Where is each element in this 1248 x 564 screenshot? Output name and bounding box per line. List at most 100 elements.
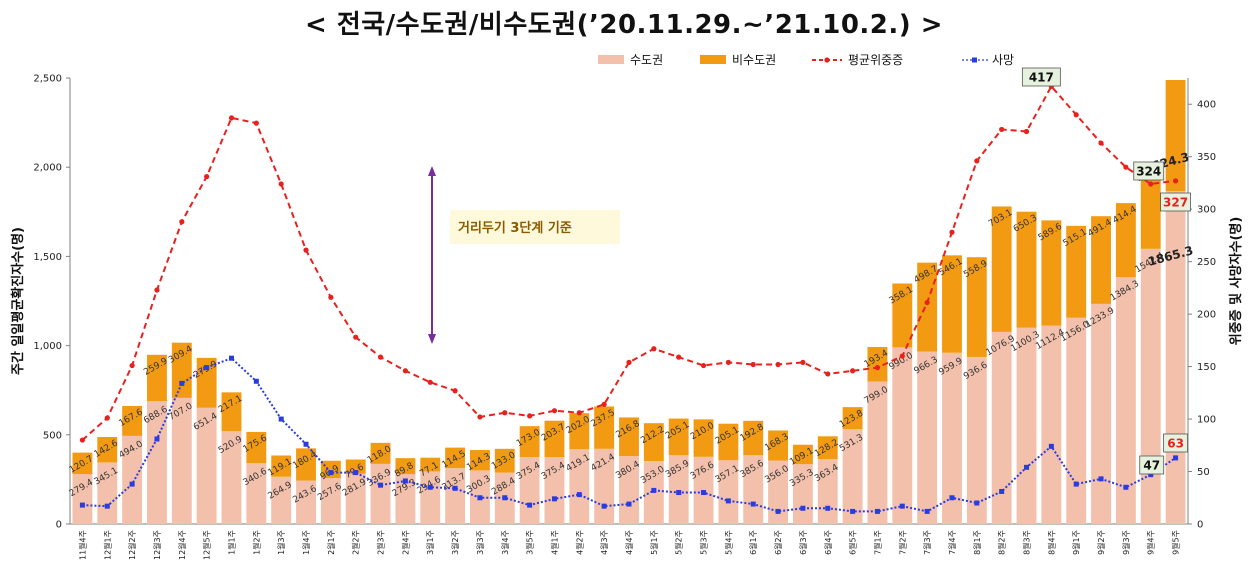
- x-tick-label: 5월3주: [699, 530, 709, 555]
- severe-point: [775, 361, 781, 368]
- bar-nonmetro: [693, 419, 714, 457]
- bar-nonmetro: [544, 420, 565, 458]
- severe-point: [551, 408, 558, 414]
- x-tick-label: 2월1주: [326, 530, 336, 555]
- bar-metro: [445, 468, 466, 524]
- x-tick-label: 9월1주: [1071, 530, 1081, 555]
- bar-metro: [320, 478, 341, 524]
- bar-nonmetro: [743, 420, 764, 456]
- deaths-point: [949, 495, 955, 501]
- bars-group: [72, 80, 1186, 525]
- severe-point: [377, 354, 384, 360]
- deaths-point: [551, 496, 557, 502]
- x-tick-label: 3월5주: [525, 530, 535, 555]
- deaths-point: [1073, 481, 1079, 487]
- deaths-point: [800, 505, 806, 511]
- callout-peak-severe-text: 417: [1029, 71, 1054, 85]
- severe-point: [154, 287, 160, 293]
- x-tick-label: 9월2주: [1096, 530, 1106, 555]
- bar-metro: [1016, 327, 1037, 524]
- bar-metro: [594, 448, 615, 524]
- bar-nonmetro: [1115, 203, 1136, 278]
- y-tick-label-right: 350: [1197, 152, 1216, 163]
- x-tick-label: 4월1주: [549, 530, 559, 555]
- severe-point: [402, 368, 408, 374]
- bar-nonmetro: [892, 283, 913, 348]
- y-tick-label-right: 300: [1197, 205, 1216, 216]
- bar-nonmetro: [1165, 80, 1186, 192]
- severe-point: [1098, 140, 1104, 146]
- severe-point: [328, 294, 334, 300]
- legend-swatch-metro: [598, 55, 624, 64]
- bar-metro: [917, 351, 938, 524]
- bar-nonmetro: [72, 452, 93, 475]
- callout-last-severe-text: 327: [1163, 196, 1188, 210]
- deaths-point: [278, 416, 284, 422]
- x-tick-label: 3월4주: [500, 530, 510, 555]
- deaths-point: [701, 490, 707, 496]
- severe-point: [601, 401, 607, 407]
- x-tick-label: 7월3주: [922, 530, 932, 555]
- x-tick-label: 4월4주: [624, 530, 634, 555]
- severe-point: [104, 415, 110, 421]
- deaths-point: [129, 481, 135, 487]
- severe-point: [651, 346, 657, 352]
- deaths-point: [402, 478, 408, 484]
- bar-nonmetro: [817, 436, 838, 460]
- bar-metro: [569, 449, 590, 524]
- bar-nonmetro: [370, 442, 391, 464]
- bar-metro: [345, 473, 366, 524]
- y-tick-label-right: 50: [1197, 467, 1210, 478]
- x-tick-label: 12월5주: [202, 530, 212, 560]
- bar-nonmetro: [942, 255, 962, 353]
- y-tick-label-left: 0: [56, 520, 62, 531]
- bar-metro: [519, 457, 540, 524]
- bar-metro: [171, 397, 192, 524]
- bar-nonmetro: [420, 457, 441, 472]
- x-tick-label: 3월2주: [450, 530, 460, 555]
- deaths-point: [303, 441, 309, 447]
- severe-point: [999, 126, 1005, 133]
- severe-point: [949, 229, 955, 235]
- severe-point: [1172, 178, 1179, 184]
- deaths-point: [576, 492, 582, 498]
- bar-nonmetro: [519, 426, 540, 458]
- deaths-point: [179, 380, 185, 386]
- deaths-point: [1048, 443, 1054, 449]
- bar-metro: [221, 431, 242, 524]
- bar-nonmetro: [792, 444, 813, 465]
- y-tick-label-left: 2,500: [33, 74, 62, 85]
- bar-nonmetro: [594, 406, 615, 449]
- deaths-point: [601, 503, 607, 509]
- deaths-point: [974, 500, 980, 506]
- policy-text-box: [450, 210, 620, 244]
- deaths-point: [651, 487, 657, 493]
- legend-marker-severe: [824, 57, 830, 63]
- x-tick-label: 6월4주: [823, 530, 833, 555]
- severe-point: [79, 437, 86, 443]
- deaths-point: [1148, 472, 1154, 478]
- bar-metro: [147, 401, 167, 524]
- deaths-point: [1123, 484, 1129, 490]
- x-tick-label: 12월2주: [127, 530, 137, 560]
- policy-arrow-head-down: [428, 334, 436, 344]
- x-tick-label: 1월4주: [301, 530, 311, 555]
- x-tick-label: 12월4주: [177, 530, 187, 560]
- callout-peak-severe-box: [1021, 67, 1061, 87]
- severe-point: [899, 353, 905, 359]
- legend-label-nonmetro: 비수도권: [732, 53, 776, 67]
- x-tick-label: 6월2주: [773, 530, 783, 555]
- bar-metro: [196, 407, 217, 524]
- bar-nonmetro: [867, 346, 888, 382]
- bar-metro: [72, 474, 93, 524]
- bar-nonmetro: [221, 392, 242, 432]
- severe-point: [278, 181, 284, 187]
- severe-point: [204, 174, 210, 180]
- policy-text: 거리두기 3단계 기준: [458, 220, 572, 236]
- severe-point: [626, 359, 632, 365]
- severe-point: [750, 361, 756, 368]
- x-tick-label: 5월2주: [674, 530, 684, 555]
- bar-metro: [817, 459, 838, 524]
- bar-metro: [271, 476, 292, 524]
- severe-point: [576, 410, 582, 416]
